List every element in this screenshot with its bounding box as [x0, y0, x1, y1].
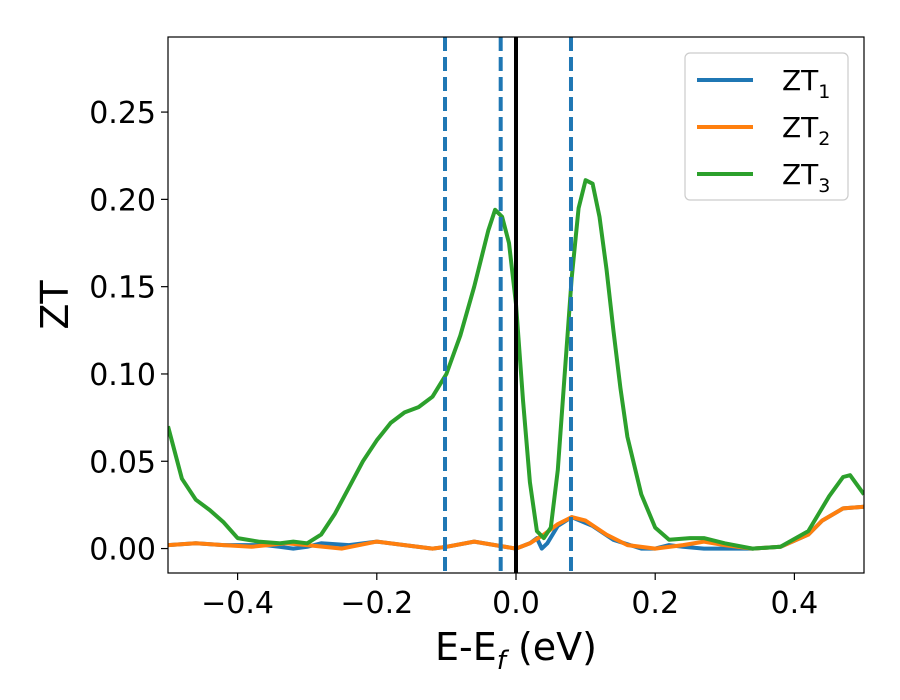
axes: −0.4 −0.2 0.0 0.2 0.4 0.00 0.05 0.10 0.15 0.20 0.2… — [33, 36, 865, 676]
x-axis-label: E-Ef (eV) — [435, 625, 597, 676]
x-tick-label: −0.4 — [201, 586, 274, 621]
legend-label-zt2: ZT2 — [782, 111, 830, 150]
y-tick-label: 0.05 — [89, 445, 156, 480]
y-tick-label: 0.25 — [89, 96, 156, 131]
legend-label-zt1: ZT1 — [782, 64, 830, 103]
y-tick-label: 0.15 — [89, 271, 156, 306]
series-line-zt3 — [168, 178, 864, 551]
legend: ZT1 ZT2 ZT3 — [684, 52, 849, 201]
y-tick-label: 0.00 — [89, 533, 156, 568]
y-tick-label: 0.20 — [89, 183, 156, 218]
x-tick-label: 0.0 — [492, 586, 540, 621]
x-tick-label: −0.2 — [340, 586, 413, 621]
x-tick-label: 0.4 — [771, 586, 819, 621]
y-axis-label: ZT — [33, 280, 77, 330]
x-tick-label: 0.2 — [631, 586, 679, 621]
legend-box — [684, 52, 849, 201]
y-tick-label: 0.10 — [89, 358, 156, 393]
series-line-zt1 — [168, 504, 864, 551]
legend-label-zt3: ZT3 — [782, 158, 830, 197]
plot-area — [168, 37, 864, 573]
